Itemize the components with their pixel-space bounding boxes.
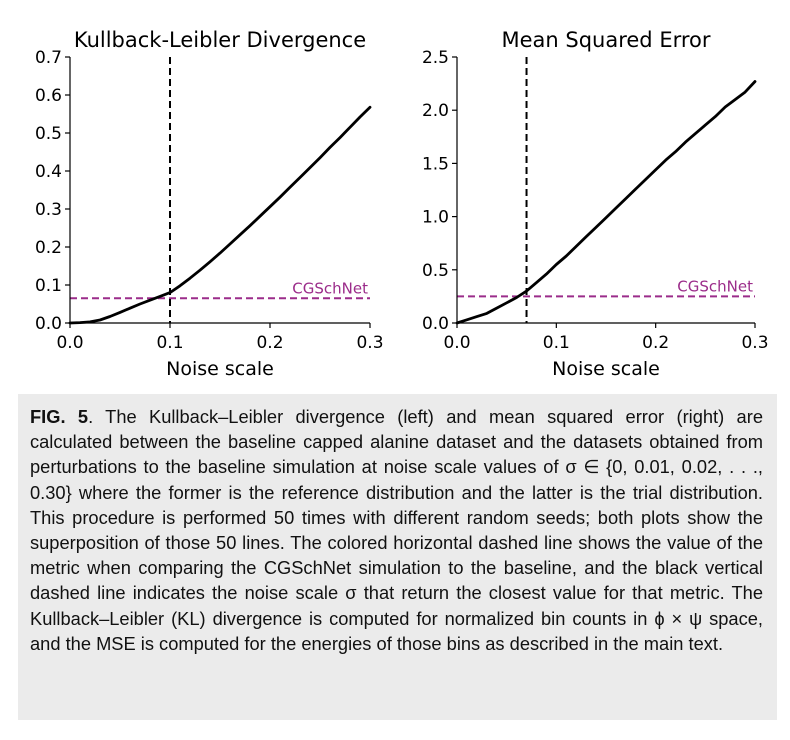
caption-fig-label: FIG. 5 (30, 406, 89, 427)
mse-panel: 0.0 0.5 1.0 1.5 2.0 2.5 0.0 0.1 0.2 0.3 Mean Squar… (422, 28, 769, 380)
mse-y-tick-label: 2.5 (422, 48, 449, 68)
mse-x-axis-label: Noise scale (552, 358, 660, 380)
kl-y-tick-label: 0.3 (35, 200, 62, 220)
figure: 0.0 0.1 0.2 0.3 0.4 0.5 0.6 0.7 0.0 0.1 0.2 0.3 Kull… (35, 28, 769, 380)
mse-y-tick-label: 1.0 (422, 208, 449, 228)
mse-series-line (455, 80, 757, 325)
kl-y-tick-label: 0.0 (35, 314, 62, 334)
mse-reference-label: CGSchNet (677, 277, 753, 295)
mse-y-tick-label: 1.5 (422, 154, 449, 174)
caption-text: . The Kullback–Leibler divergence (left)… (30, 406, 763, 654)
kl-y-tick-label: 0.6 (35, 86, 62, 106)
mse-y-tick-label: 0.0 (422, 314, 449, 334)
kl-x-tick-label: 0.1 (156, 333, 183, 353)
kl-x-tick-label: 0.3 (356, 333, 383, 353)
mse-x-tick-label: 0.3 (741, 333, 768, 353)
mse-x-tick-label: 0.1 (543, 333, 570, 353)
mse-y-tick-label: 0.5 (422, 261, 449, 281)
kl-y-tick-label: 0.2 (35, 238, 62, 258)
kl-y-tick-label: 0.7 (35, 48, 62, 68)
kl-reference-label: CGSchNet (292, 279, 368, 297)
mse-y-tick-label: 2.0 (422, 101, 449, 121)
mse-chart-title: Mean Squared Error (501, 28, 710, 52)
kl-chart-title: Kullback-Leibler Divergence (74, 28, 366, 52)
kl-series-line (68, 105, 372, 325)
kl-x-tick-label: 0.0 (56, 333, 83, 353)
kl-x-tick-label: 0.2 (256, 333, 283, 353)
kl-y-tick-label: 0.4 (35, 162, 62, 182)
kl-x-axis-label: Noise scale (166, 358, 274, 380)
mse-x-tick-label: 0.0 (443, 333, 470, 353)
kl-divergence-panel: 0.0 0.1 0.2 0.3 0.4 0.5 0.6 0.7 0.0 0.1 0.2 0.3 Kull… (35, 28, 384, 380)
figure-caption: FIG. 5. The Kullback–Leibler divergence … (18, 394, 777, 720)
kl-y-tick-label: 0.5 (35, 124, 62, 144)
kl-y-tick-label: 0.1 (35, 276, 62, 296)
mse-x-tick-label: 0.2 (642, 333, 669, 353)
